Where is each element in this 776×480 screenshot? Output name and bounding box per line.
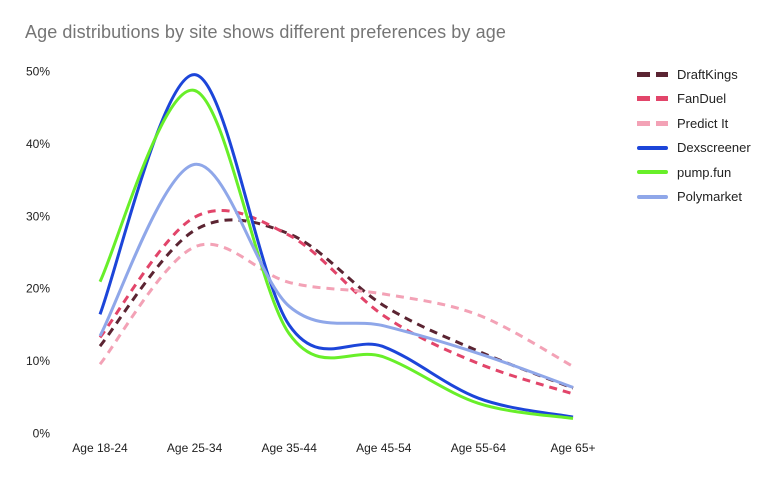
x-axis-tick-label-age-65: Age 65+: [550, 441, 595, 455]
series-line-draftkings: [98, 218, 574, 390]
legend-swatch-fanduel: [637, 96, 668, 102]
legend-label-fanduel: FanDuel: [677, 91, 727, 107]
x-axis-tick-label-age-35-44: Age 35-44: [262, 441, 318, 455]
legend: DraftKings FanDuel Predict It Dexscreener pu…: [637, 62, 772, 209]
y-axis-tick-label: 0%: [33, 427, 51, 441]
y-axis-tick-label: 10%: [26, 354, 50, 368]
y-axis-tick-label: 50%: [26, 65, 50, 79]
x-axis-tick-label-age-25-34: Age 25-34: [167, 441, 223, 455]
legend-item-polymarket: Polymarket: [637, 185, 772, 210]
y-axis-tick-label: 30%: [26, 209, 50, 223]
legend-swatch-draftkings: [637, 71, 668, 77]
series-line-fanduel: [98, 208, 574, 396]
legend-label-polymarket: Polymarket: [677, 189, 743, 205]
series-line-pump-fun: [98, 88, 574, 420]
series-line-predict-it: [98, 242, 574, 368]
chart-title: Age distributions by site shows differen…: [25, 22, 506, 42]
legend-swatch-predict-it: [637, 120, 668, 126]
legend-swatch-polymarket: [637, 194, 668, 199]
series-line-dexscreener: [98, 73, 574, 419]
y-axis-tick-label: 20%: [26, 282, 50, 296]
legend-item-dexscreener: Dexscreener: [637, 136, 772, 161]
legend-swatch-dexscreener: [637, 145, 668, 150]
legend-label-draftkings: DraftKings: [677, 66, 738, 82]
legend-label-predict-it: Predict It: [677, 115, 729, 131]
legend-item-fanduel: FanDuel: [637, 87, 772, 112]
legend-item-pump-fun: pump.fun: [637, 160, 772, 185]
legend-swatch-pump-fun: [637, 170, 668, 175]
x-axis-tick-label-age-45-54: Age 45-54: [356, 441, 412, 455]
x-axis-tick-label-age-18-24: Age 18-24: [72, 441, 128, 455]
legend-label-dexscreener: Dexscreener: [677, 140, 751, 156]
legend-item-draftkings: DraftKings: [637, 62, 772, 87]
legend-item-predict-it: Predict It: [637, 111, 772, 136]
x-axis-tick-label-age-55-64: Age 55-64: [451, 441, 507, 455]
series-line-polymarket: [98, 162, 574, 389]
y-axis-tick-label: 40%: [26, 137, 50, 151]
legend-label-pump-fun: pump.fun: [677, 164, 732, 180]
